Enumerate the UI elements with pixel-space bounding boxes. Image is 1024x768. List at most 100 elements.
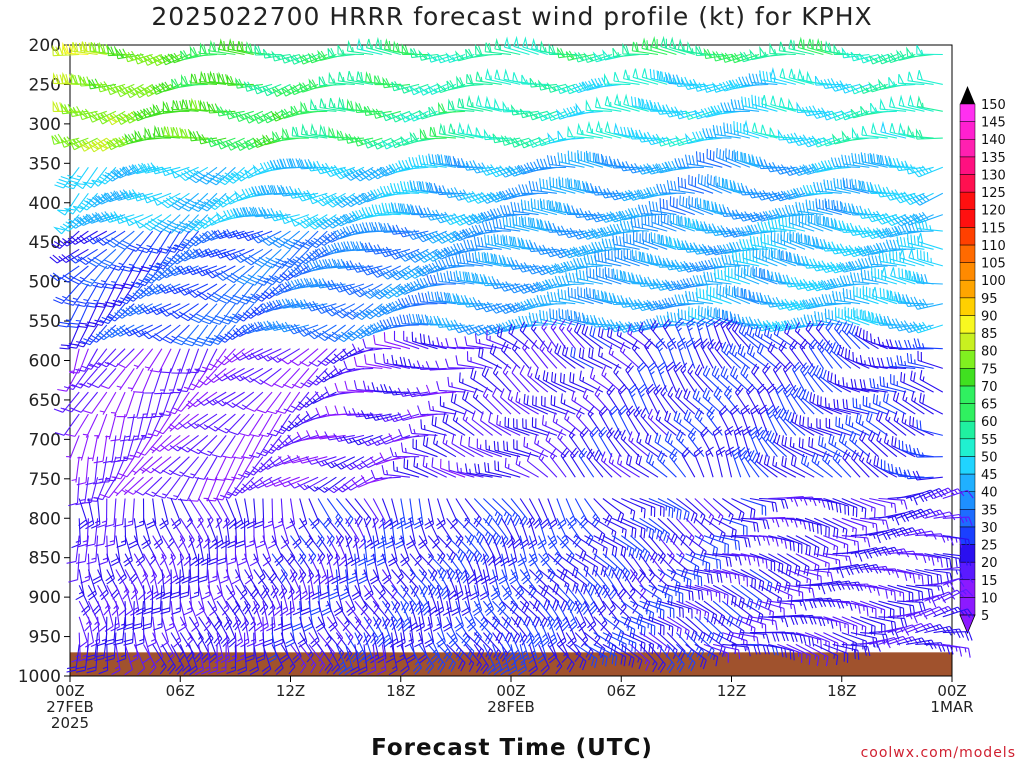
wind-barb (710, 104, 741, 116)
wind-barb (67, 214, 98, 229)
wind-barb (774, 164, 806, 175)
wind-barb (867, 430, 889, 458)
wind-barb (140, 162, 172, 174)
wind-barb (344, 380, 374, 393)
wind-barb (556, 498, 567, 530)
wind-barb (97, 110, 126, 125)
wind-barb (379, 246, 411, 258)
wind-barb (547, 518, 558, 550)
wind-barb (725, 284, 751, 305)
wind-barb (66, 535, 80, 564)
wind-barb (574, 643, 598, 669)
wind-barb (227, 303, 255, 324)
wind-barb (427, 518, 440, 549)
wind-barb (528, 616, 542, 648)
wind-barb (273, 248, 301, 269)
wind-barb (755, 189, 787, 201)
wind-barb (593, 553, 616, 579)
colorbar-tick-label: 60 (981, 415, 998, 430)
wind-barb (897, 73, 925, 85)
wind-barb (445, 292, 475, 305)
wind-barb (420, 419, 447, 436)
wind-barb (539, 178, 567, 194)
wind-barb (896, 600, 926, 612)
wind-barb (86, 644, 99, 674)
wind-barb (216, 644, 227, 674)
wind-barb (271, 535, 284, 567)
wind-barb (133, 368, 154, 393)
wind-barb (712, 616, 734, 643)
wind-barb (627, 324, 650, 350)
wind-barb (437, 632, 453, 663)
wind-barb (620, 126, 649, 139)
wind-barb (712, 584, 737, 607)
wind-barb (648, 644, 666, 673)
wind-barb (691, 243, 723, 255)
wind-barb (391, 569, 409, 598)
wind-barb (389, 182, 420, 194)
wind-barb (379, 434, 411, 445)
wind-barb (154, 413, 181, 435)
wind-barb (687, 427, 705, 458)
wind-barb (300, 123, 328, 139)
wind-barb (131, 324, 163, 338)
wind-barb (82, 391, 108, 414)
wind-barb (756, 159, 787, 170)
wind-barb (912, 192, 944, 206)
wind-barb (601, 155, 631, 168)
wind-barb (407, 294, 438, 305)
wind-barb (850, 83, 879, 95)
wind-barb (278, 282, 310, 293)
wind-barb (656, 315, 686, 326)
wind-barb (197, 553, 209, 584)
wind-barb (813, 365, 833, 393)
wind-barb (574, 569, 596, 596)
wind-barb (721, 52, 751, 63)
wind-barb (730, 182, 760, 194)
wind-barb (508, 553, 519, 585)
wind-barb (594, 386, 613, 415)
wind-barb (205, 265, 236, 279)
wind-barb (606, 384, 622, 415)
wind-barb (792, 134, 824, 147)
wind-barb (786, 252, 815, 267)
wind-barb (838, 261, 870, 273)
wind-barb (547, 584, 568, 612)
wind-barb (850, 600, 877, 619)
wind-barb (388, 413, 420, 423)
wind-barb (694, 643, 719, 667)
wind-barb (739, 238, 769, 250)
wind-barb (308, 517, 325, 548)
wind-barb (574, 585, 590, 615)
wind-barb (90, 616, 101, 648)
wind-barb (869, 378, 897, 393)
wind-barb (841, 130, 870, 142)
wind-barb (241, 348, 273, 361)
wind-barb (512, 215, 539, 232)
wind-barb (599, 188, 631, 199)
wind-barb (715, 307, 741, 326)
wind-barb (152, 164, 181, 175)
wind-barb (228, 283, 255, 305)
wind-barb (472, 273, 502, 285)
wind-barb (838, 432, 861, 458)
wind-barb (343, 406, 374, 416)
wind-barb (397, 297, 429, 308)
credit-link[interactable]: coolwx.com/models (860, 745, 1016, 761)
wind-barb (895, 466, 925, 478)
colorbar-segment (959, 332, 976, 351)
wind-barb (710, 225, 741, 237)
wind-barb (676, 337, 687, 369)
wind-barb (606, 427, 622, 458)
wind-barb (494, 37, 521, 56)
wind-barb (577, 150, 604, 168)
wind-barb (231, 553, 241, 585)
wind-barb (784, 409, 806, 436)
wind-barb (915, 533, 946, 543)
wind-barb (606, 326, 631, 350)
wind-barb (894, 214, 925, 227)
wind-barb (106, 83, 135, 96)
wind-barb (507, 282, 539, 294)
wind-barb (143, 644, 157, 675)
wind-barb (829, 261, 861, 274)
